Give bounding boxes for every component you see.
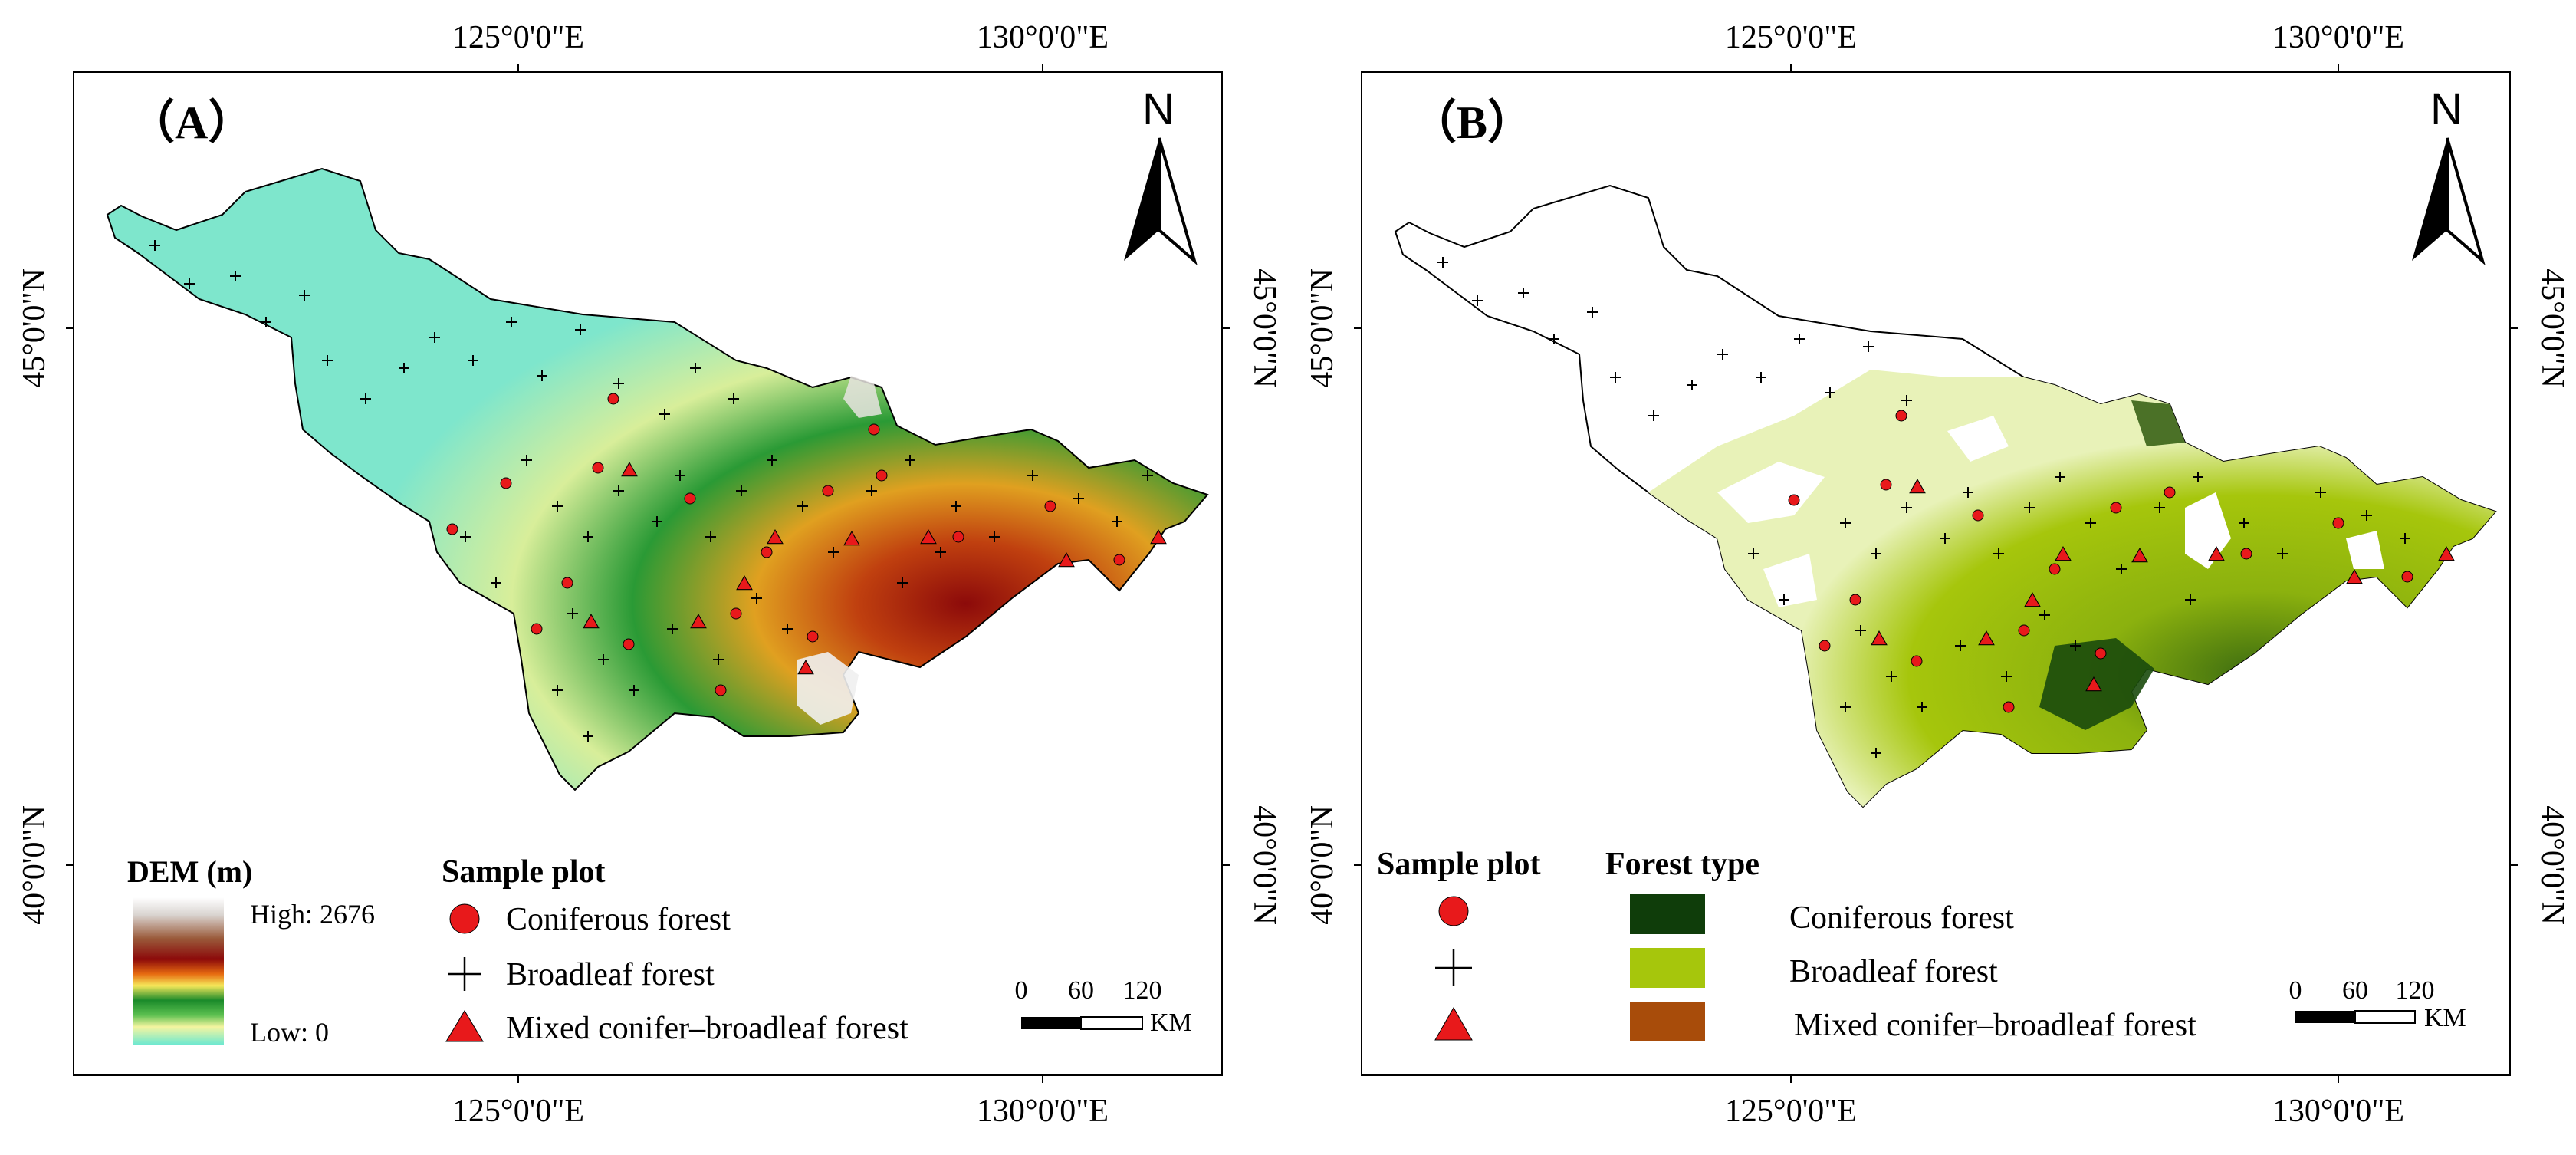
lat-right-40-a: 40°0'0"N <box>1247 805 1282 925</box>
broadleaf-legend-label-a: Broadleaf forest <box>506 957 715 992</box>
north-arrow-a: N <box>1124 84 1194 261</box>
dem-high-label: High: 2676 <box>250 899 375 930</box>
broadleaf-marker-icon-a <box>448 957 481 991</box>
lon-top-130-a: 130°0'0"E <box>977 20 1109 55</box>
lat-left-40-b: 40°0'0"N <box>1305 805 1340 925</box>
mixed-swatch <box>1630 1002 1705 1041</box>
forest-legend-title: Forest type <box>1605 847 1760 882</box>
scale-tick-60-a: 60 <box>1068 976 1094 1005</box>
lon-top-130-b: 130°0'0"E <box>2272 20 2404 55</box>
scale-tick-0-b: 0 <box>2289 976 2302 1005</box>
figure: （A） N 125°0'0"E 130°0'0"E 125°0'0"E 130°… <box>0 0 2576 1155</box>
lon-bottom-130-b: 130°0'0"E <box>2272 1094 2404 1129</box>
sample-legend-a: Sample plot Coniferous forest Broadleaf … <box>442 854 909 1046</box>
scale-bar-b: 0 60 120 KM <box>2289 976 2466 1032</box>
scale-tick-60-b: 60 <box>2342 976 2368 1005</box>
north-label-a: N <box>1142 84 1175 134</box>
mixed-legend-label-a: Mixed conifer–broadleaf forest <box>506 1011 909 1046</box>
sample-legend-title-a: Sample plot <box>442 854 606 890</box>
lon-bottom-125-b: 125°0'0"E <box>1725 1094 1857 1129</box>
scale-unit-a: KM <box>1150 1009 1192 1037</box>
lat-left-45-a: 45°0'0"N <box>17 268 52 388</box>
broadleaf-marker-icon-b <box>1435 949 1472 986</box>
lon-top-125-b: 125°0'0"E <box>1725 20 1857 55</box>
mixed-forest-label: Mixed conifer–broadleaf forest <box>1794 1008 2196 1043</box>
north-arrow-b: N <box>2412 84 2482 261</box>
north-label-b: N <box>2430 84 2463 134</box>
panel-label-b: （B） <box>1411 97 1533 148</box>
coniferous-legend-label-a: Coniferous forest <box>506 902 731 937</box>
broadleaf-swatch <box>1630 948 1705 988</box>
lon-top-125-a: 125°0'0"E <box>452 20 584 55</box>
lat-left-40-a: 40°0'0"N <box>17 805 52 925</box>
coniferous-marker-icon-b <box>1439 897 1468 926</box>
dem-region-a <box>107 169 1208 790</box>
scale-bar-a: 0 60 120 KM <box>1015 976 1192 1037</box>
scale-unit-b: KM <box>2424 1004 2466 1032</box>
lat-right-45-b: 45°0'0"N <box>2535 268 2570 388</box>
scale-tick-0-a: 0 <box>1015 976 1028 1005</box>
mixed-marker-icon-a <box>446 1011 483 1041</box>
scale-tick-120-a: 120 <box>1123 976 1162 1005</box>
scale-tick-120-b: 120 <box>2396 976 2435 1005</box>
panel-a: （A） N 125°0'0"E 130°0'0"E 125°0'0"E 130°… <box>17 20 1282 1129</box>
panel-label-a: （A） <box>129 97 254 148</box>
broadleaf-forest-label: Broadleaf forest <box>1789 954 1998 989</box>
lon-bottom-130-a: 130°0'0"E <box>977 1094 1109 1129</box>
lat-left-45-b: 45°0'0"N <box>1305 268 1340 388</box>
lon-bottom-125-a: 125°0'0"E <box>452 1094 584 1129</box>
lat-right-40-b: 40°0'0"N <box>2535 805 2570 925</box>
coniferous-forest-label: Coniferous forest <box>1789 900 2014 936</box>
coniferous-marker-icon-a <box>450 904 479 933</box>
lat-right-45-a: 45°0'0"N <box>1247 268 1282 388</box>
sample-legend-title-b: Sample plot <box>1377 847 1541 882</box>
forest-type-legend: Forest type Coniferous forest Broadleaf … <box>1605 847 2196 1043</box>
panel-b: （B） N 125°0'0"E 130°0'0"E 125°0'0"E 130°… <box>1305 20 2570 1129</box>
coniferous-swatch <box>1630 894 1705 934</box>
dem-low-label: Low: 0 <box>250 1017 329 1048</box>
dem-legend-title: DEM (m) <box>127 854 252 889</box>
dem-color-ramp <box>133 897 224 1045</box>
mixed-marker-icon-b <box>1435 1008 1472 1040</box>
sample-legend-b: Sample plot <box>1377 847 1541 1040</box>
dem-legend: DEM (m) High: 2676 Low: 0 <box>127 854 375 1048</box>
